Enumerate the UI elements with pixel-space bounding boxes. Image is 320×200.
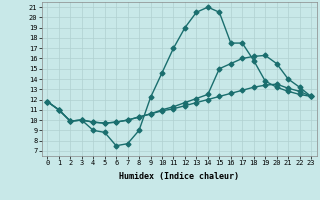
X-axis label: Humidex (Indice chaleur): Humidex (Indice chaleur) — [119, 172, 239, 181]
